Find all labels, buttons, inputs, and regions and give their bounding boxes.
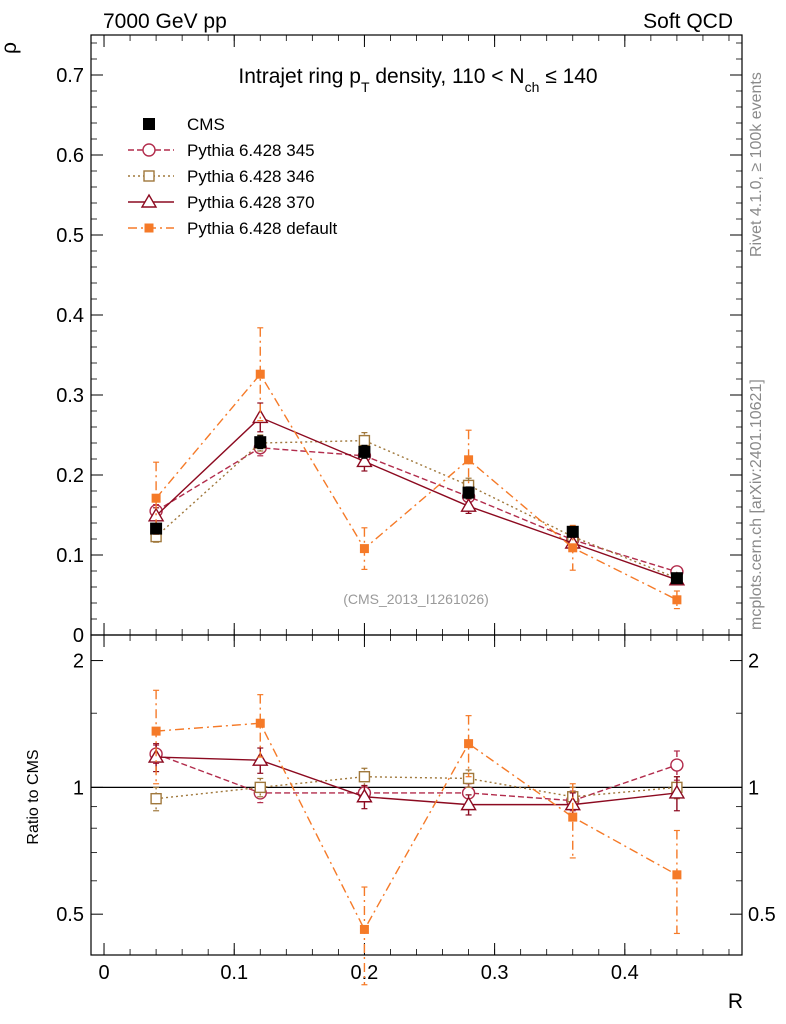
main-title-sub-b: ch [525, 79, 540, 95]
series-p370 [147, 743, 686, 818]
rivet-label: Rivet 4.1.0, ≥ 100k events [748, 72, 765, 257]
axes-layer: 0 0.1 0.2 0.3 0.4 0.5 0.6 0.7 0 0.1 0.2 0.3 0.4 0.5 0.… [56, 34, 776, 984]
ratio-ytick-label-right: 2 [748, 651, 759, 673]
analysis-watermark: (CMS_2013_I1261026) [343, 591, 489, 607]
series-line-pdefault [155, 372, 678, 601]
legend-entry-cms: CMS [143, 115, 225, 134]
series-line-p346 [155, 439, 678, 579]
filled-square-marker [151, 493, 161, 503]
cms-marker [670, 572, 683, 585]
filled-square-marker [568, 543, 578, 553]
ratio-ytick-label: 0.5 [56, 904, 84, 926]
main-series-layer [147, 327, 686, 610]
ratio-ytick-label: 1 [73, 777, 84, 799]
filled-square-marker [255, 369, 265, 379]
series-line-p370 [156, 756, 677, 806]
triangle-marker [356, 788, 373, 803]
main-ytick-label: 0.4 [56, 305, 84, 327]
filled-square-marker [151, 726, 161, 736]
legend-entry-pdefault: Pythia 6.428 default [128, 219, 338, 238]
legend: CMS Pythia 6.428 345 Pythia 6.428 346 Pythi… [128, 115, 338, 238]
series-p346 [150, 432, 683, 584]
ratio-ytick-label-right: 1 [748, 777, 759, 799]
square-marker [358, 434, 371, 447]
triangle-marker [252, 751, 269, 766]
square-marker [143, 170, 155, 182]
mcplots-label: mcplots.cern.ch [arXiv:2401.10621] [748, 379, 765, 630]
legend-label-cms: CMS [187, 115, 225, 134]
cms-marker [566, 525, 579, 538]
main-title-sub-a: T [361, 79, 370, 95]
main-ytick-label: 0 [73, 625, 84, 647]
filled-square-marker [672, 870, 682, 880]
xtick-label: 0.3 [481, 962, 509, 984]
ratio-ylabel: Ratio to CMS [25, 749, 42, 844]
triangle-marker [140, 193, 158, 208]
legend-label-p370: Pythia 6.428 370 [187, 193, 315, 212]
series-p346 [150, 767, 683, 812]
square-marker [358, 771, 371, 783]
square-marker [150, 792, 162, 805]
main-ytick-label: 0.6 [56, 145, 84, 167]
legend-label-p346: Pythia 6.428 346 [187, 167, 315, 186]
ratio-frame [90, 634, 743, 956]
square-marker [254, 781, 266, 794]
legend-label-p345: Pythia 6.428 345 [187, 141, 315, 160]
main-title-part-a: Intrajet ring p [238, 65, 361, 88]
filled-square-marker [568, 812, 578, 822]
series-pdefault [151, 689, 682, 986]
xtick-label: 0.2 [351, 962, 379, 984]
filled-square-marker [255, 718, 265, 728]
filled-square-marker [464, 739, 474, 749]
xtick-label: 0.1 [220, 962, 248, 984]
cms-marker [358, 445, 371, 458]
main-ylabel: ρ [0, 42, 21, 54]
triangle-marker [356, 453, 373, 468]
filled-square-marker [359, 544, 369, 554]
series-line-pdefault [156, 722, 678, 931]
circle-marker [670, 758, 684, 772]
filled-square-marker [672, 595, 682, 605]
filled-square-marker [144, 223, 154, 233]
main-ytick-label: 0.1 [56, 545, 84, 567]
legend-entry-p346: Pythia 6.428 346 [128, 167, 315, 186]
cms-marker [462, 486, 475, 499]
cms-marker [150, 522, 163, 535]
series-p345 [149, 439, 684, 579]
main-title-part-b: density, 110 < N [370, 65, 525, 88]
xlabel: R [728, 990, 743, 1013]
legend-entry-p370: Pythia 6.428 370 [128, 193, 315, 212]
triangle-marker [668, 784, 686, 799]
series-cms [150, 435, 683, 585]
ratio-ytick-label-right: 0.5 [748, 904, 776, 926]
triangle-marker [460, 497, 477, 512]
triangle-marker [460, 796, 477, 811]
filled-square-marker [359, 924, 369, 934]
series-line-p346 [156, 776, 677, 800]
triangle-marker [252, 409, 269, 424]
xtick-label: 0.4 [611, 962, 639, 984]
main-ytick-label: 0.3 [56, 385, 84, 407]
series-p370 [147, 402, 686, 586]
ratio-ytick-label: 2 [73, 651, 84, 673]
header-right: Soft QCD [643, 10, 733, 33]
main-ytick-label: 0.5 [56, 225, 84, 247]
main-ytick-label: 0.2 [56, 465, 84, 487]
ratio-series-layer [147, 689, 686, 986]
main-ytick-label: 0.7 [56, 65, 84, 87]
legend-label-pdefault: Pythia 6.428 default [187, 219, 338, 238]
xtick-label: 0 [98, 962, 109, 984]
header-left: 7000 GeV pp [103, 10, 227, 33]
filled-square-marker [464, 455, 474, 465]
legend-entry-p345: Pythia 6.428 345 [128, 141, 315, 160]
circle-marker [142, 143, 156, 157]
main-title: Intrajet ring pT density, 110 < Nch ≤ 14… [238, 65, 597, 95]
cms-marker [254, 436, 267, 449]
series-line-p370 [155, 416, 678, 581]
main-title-part-c: ≤ 140 [539, 65, 597, 88]
series-pdefault [151, 327, 682, 610]
cms-marker [143, 118, 155, 130]
